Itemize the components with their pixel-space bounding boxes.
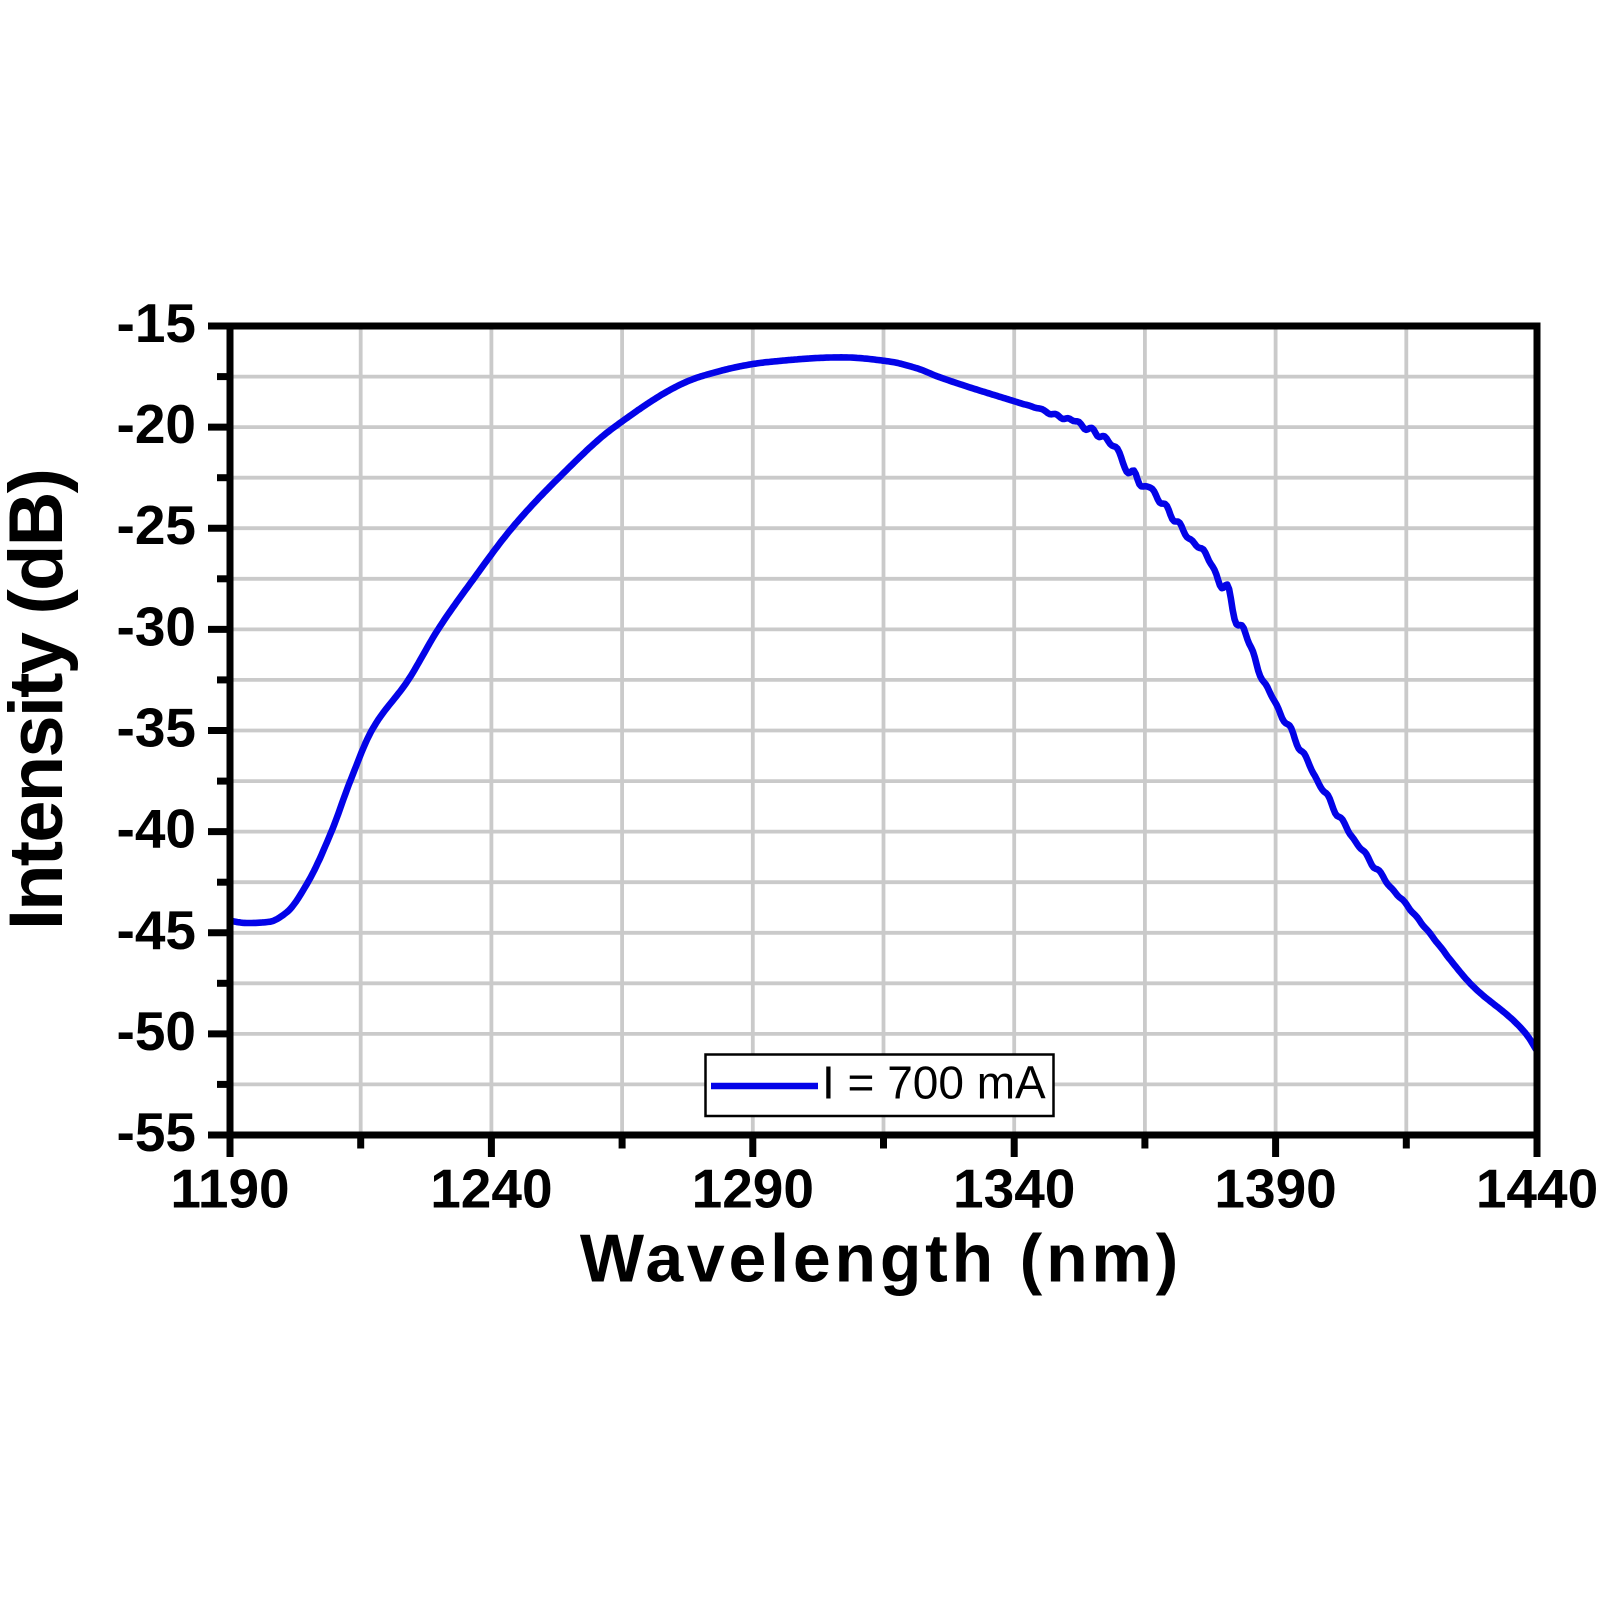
svg-text:-30: -30 <box>117 595 197 657</box>
svg-text:-35: -35 <box>117 697 197 759</box>
svg-text:1440: 1440 <box>1476 1158 1598 1220</box>
svg-text:-55: -55 <box>117 1101 197 1163</box>
svg-text:1240: 1240 <box>430 1158 552 1220</box>
svg-text:Wavelength (nm): Wavelength (nm) <box>580 1221 1182 1297</box>
svg-text:-40: -40 <box>117 798 197 860</box>
svg-text:1190: 1190 <box>170 1158 289 1220</box>
svg-text:-50: -50 <box>117 1000 197 1062</box>
svg-text:-20: -20 <box>117 393 197 455</box>
svg-text:I = 700 mA: I = 700 mA <box>822 1057 1046 1109</box>
svg-text:Intensity (dB): Intensity (dB) <box>0 470 79 930</box>
svg-text:1340: 1340 <box>953 1158 1075 1220</box>
svg-text:-25: -25 <box>117 494 197 556</box>
svg-text:-15: -15 <box>117 292 197 354</box>
svg-text:1390: 1390 <box>1214 1158 1336 1220</box>
svg-text:1290: 1290 <box>692 1158 814 1220</box>
svg-text:-45: -45 <box>117 899 197 961</box>
